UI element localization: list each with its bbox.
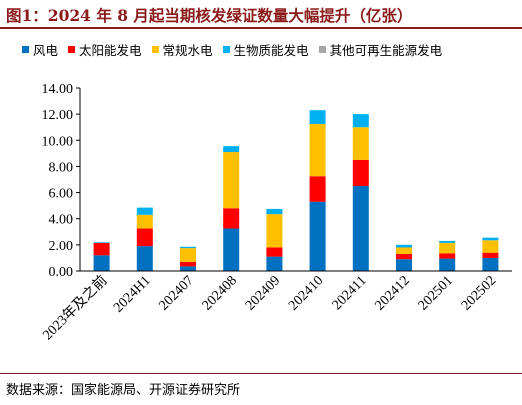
y-tick-label: 6.00	[49, 187, 74, 202]
bar-segment	[223, 208, 240, 229]
legend-item: 生物质能发电	[222, 40, 309, 59]
x-tick-label: 202502	[459, 273, 499, 313]
x-tick-label: 202501	[416, 273, 456, 313]
bar-segment	[180, 246, 196, 249]
legend-item: 其他可再生能源发电	[318, 40, 443, 59]
y-tick-label: 12.00	[42, 108, 74, 123]
x-tick-label: 202412	[373, 273, 413, 313]
legend-label: 生物质能发电	[233, 43, 309, 58]
legend-item: 风电	[22, 40, 58, 59]
bar-segment	[396, 259, 412, 271]
bar-segment	[482, 252, 499, 258]
legend-label: 风电	[33, 43, 59, 58]
legend-swatch	[222, 46, 230, 53]
bar-segment	[223, 228, 240, 271]
legend-label: 常规水电	[162, 43, 213, 58]
bar-segment	[136, 207, 153, 215]
bar-segment	[482, 240, 499, 253]
bar-segment	[439, 242, 456, 254]
legend-item: 常规水电	[151, 40, 213, 59]
bar-segment	[439, 240, 456, 243]
y-tick-label: 4.00	[49, 213, 74, 228]
y-tick-label: 14.00	[42, 82, 74, 97]
bar-segment	[396, 247, 412, 255]
title-rule	[0, 27, 522, 29]
legend-swatch	[68, 46, 76, 53]
x-tick-label: 2024H1	[111, 273, 154, 316]
bar-segment	[352, 159, 369, 187]
bar-segment	[93, 242, 110, 243]
bar-segment	[309, 123, 326, 177]
y-tick-label: 0.00	[49, 265, 74, 280]
x-tick-label: 2023年及之前	[39, 272, 110, 343]
legend-label: 太阳能发电	[79, 43, 142, 58]
bar-segment	[266, 256, 283, 271]
bar-segment	[439, 258, 456, 271]
chart-title: 图1：2024 年 8 月起当期核发绿证数量大幅提升（亿张）	[6, 6, 413, 25]
bar-segment	[396, 244, 412, 248]
bar-segment	[136, 246, 153, 271]
y-tick-label: 2.00	[49, 239, 74, 254]
y-tick-label: 8.00	[49, 160, 74, 175]
legend-item: 太阳能发电	[68, 40, 142, 59]
x-tick-label: 202411	[330, 273, 370, 313]
chart-legend: 风电 太阳能发电 常规水电 生物质能发电 其他可再生能源发电	[22, 40, 442, 59]
x-tick-label: 202409	[243, 273, 283, 313]
bar-segment	[93, 242, 110, 256]
bar-segment	[352, 114, 369, 128]
bar-segment	[396, 254, 412, 260]
legend-label: 其他可再生能源发电	[329, 43, 443, 58]
source-rule	[0, 373, 522, 374]
bar-segment	[180, 261, 196, 267]
bar-segment	[223, 152, 240, 209]
legend-swatch	[22, 46, 29, 53]
bar-segment	[266, 214, 283, 248]
x-tick-label: 202410	[286, 273, 326, 313]
source-note: 数据来源：国家能源局、开源证券研究所	[6, 383, 241, 398]
bar-segment	[266, 247, 283, 257]
bar-segment	[309, 201, 326, 271]
bar-segment	[352, 186, 369, 271]
bar-segment	[266, 208, 283, 215]
bar-segment	[309, 110, 326, 124]
bar-segment	[93, 255, 110, 271]
bar-segment	[482, 237, 499, 241]
bar-segment	[180, 266, 196, 271]
x-tick-label: 202408	[200, 273, 240, 313]
legend-swatch	[318, 46, 326, 53]
bar-segment	[309, 176, 326, 202]
stacked-bar-chart: 0.00 2.00 4.00 6.00 8.00 10.00 12.00 14.00 2023年…	[39, 82, 512, 343]
bar-segment	[136, 214, 153, 229]
legend-swatch	[151, 46, 159, 53]
bar-segment	[223, 146, 240, 153]
x-tick-label: 202407	[157, 273, 197, 313]
y-tick-label: 10.00	[42, 134, 74, 149]
bar-segment	[439, 253, 456, 259]
bar-segment	[482, 257, 499, 271]
bar-segment	[136, 228, 153, 247]
bar-segment	[352, 127, 369, 160]
bar-segment	[180, 248, 196, 262]
